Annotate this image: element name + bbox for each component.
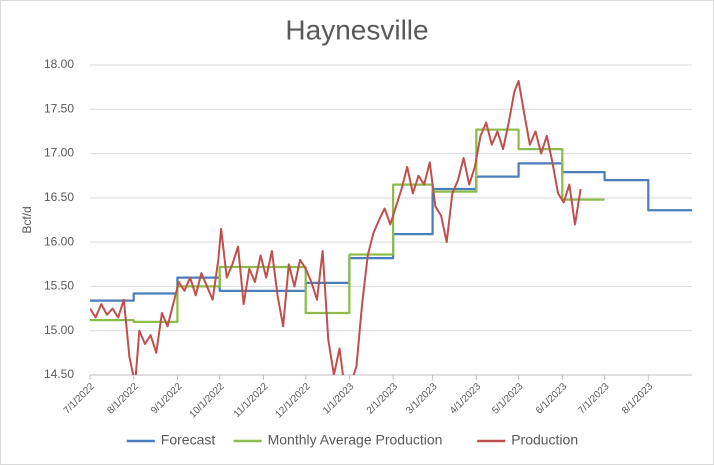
y-tick-label: 14.50	[44, 367, 74, 381]
series-line	[90, 79, 582, 375]
series-line	[90, 128, 605, 323]
legend-label: Forecast	[161, 432, 216, 448]
y-tick-label: 18.00	[44, 57, 74, 71]
y-tick-label: 17.00	[44, 146, 74, 160]
legend-label: Production	[511, 432, 578, 448]
y-tick-label: 15.00	[44, 323, 74, 337]
y-axis-label: Bcf/d	[20, 206, 34, 233]
y-tick-label: 16.50	[44, 190, 74, 204]
series-line	[90, 162, 692, 302]
legend-label: Monthly Average Production	[268, 432, 443, 448]
y-tick-label: 16.00	[44, 234, 74, 248]
legend: Forecast Monthly Average Production Produc…	[126, 432, 578, 448]
y-tick-label: 17.50	[44, 101, 74, 115]
chart-title: Haynesville	[285, 14, 428, 45]
y-tick-label: 15.50	[44, 279, 74, 293]
plot-area	[90, 79, 692, 375]
